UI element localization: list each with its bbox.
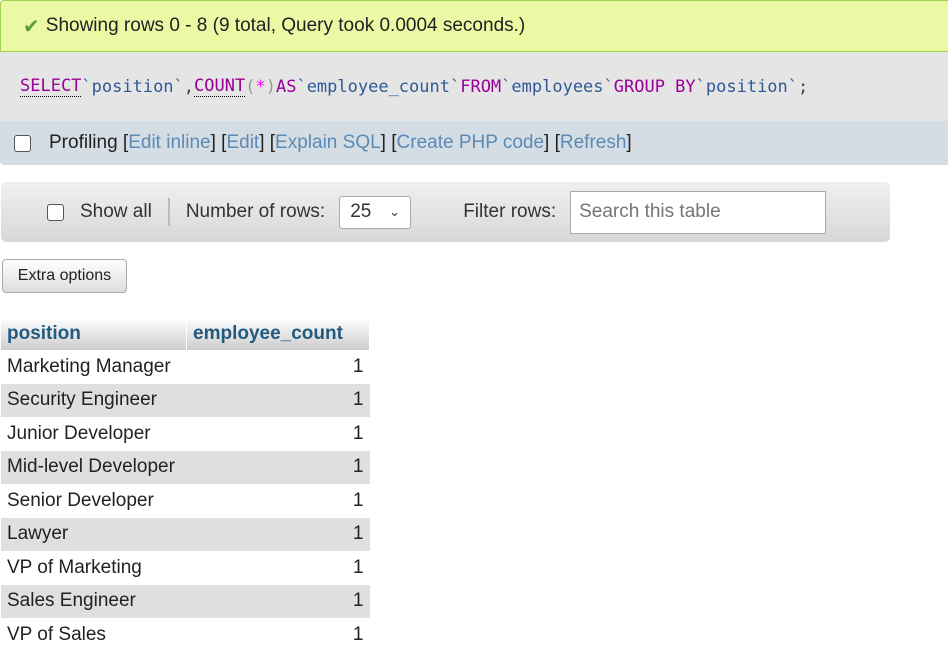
cell-employee-count: 1 (352, 422, 364, 444)
sql-identifier: `employees` (501, 76, 614, 97)
filter-rows-input[interactable]: Search this table (570, 190, 827, 234)
navigation-bar: Show all Number of rows: 25 ⌄ Filter rows… (1, 182, 890, 242)
sql-punct: ) (265, 76, 276, 97)
sql-identifier: `position` (695, 76, 799, 97)
edit-link[interactable]: Edit (226, 132, 260, 153)
create-php-code-link[interactable]: Create PHP code (396, 132, 545, 153)
sql-query: SELECT `position`, COUNT(*) AS `employee… (0, 52, 948, 121)
sql-star: * (255, 76, 266, 97)
cell-position: Sales Engineer (1, 584, 187, 618)
cell-position: VP of Sales (7, 623, 106, 645)
cell-employee-count: 1 (352, 623, 364, 645)
explain-sql-link[interactable]: Explain SQL (275, 132, 381, 153)
cell-employee-count: 1 (186, 383, 370, 417)
table-row[interactable]: Lawyer 1 (1, 517, 370, 551)
profiling-bar: Profiling [ Edit inline ] [ Edit ] [ Exp… (0, 121, 948, 165)
cell-position: Lawyer (1, 517, 187, 551)
cell-employee-count: 1 (186, 450, 370, 484)
rows-value: 25 (350, 201, 372, 222)
refresh-link[interactable]: Refresh (559, 132, 627, 153)
chevron-down-icon: ⌄ (389, 204, 401, 219)
cell-position: Mid-level Developer (1, 450, 187, 484)
cell-position: Senior Developer (7, 489, 154, 511)
filter-rows-label: Filter rows: (463, 201, 557, 222)
table-row[interactable]: VP of Marketing 1 (1, 551, 370, 585)
column-header-position[interactable]: position (1, 318, 187, 350)
search-placeholder: Search this table (579, 201, 721, 222)
profiling-checkbox[interactable] (14, 134, 31, 152)
cell-employee-count: 1 (352, 355, 364, 377)
number-of-rows-select[interactable]: 25 ⌄ (339, 195, 412, 229)
sql-identifier: `employee_count` (296, 76, 461, 97)
table-row[interactable]: Marketing Manager 1 (1, 350, 370, 384)
results-table: position employee_count Marketing Manage… (1, 318, 370, 652)
sql-function[interactable]: COUNT (194, 76, 246, 97)
number-of-rows-label: Number of rows: (185, 201, 326, 222)
sql-punct: ; (798, 76, 809, 97)
success-message: ✔ Showing rows 0 - 8 (9 total, Query too… (0, 0, 948, 52)
cell-position: VP of Marketing (7, 556, 142, 578)
table-row[interactable]: Security Engineer 1 (1, 383, 370, 417)
sql-keyword: FROM (460, 76, 502, 97)
cell-employee-count: 1 (186, 584, 370, 618)
cell-employee-count: 1 (186, 517, 370, 551)
table-row[interactable]: Mid-level Developer 1 (1, 450, 370, 484)
show-all-label: Show all (80, 201, 152, 222)
cell-position: Marketing Manager (7, 355, 171, 377)
check-icon: ✔ (23, 15, 40, 38)
table-row[interactable]: Junior Developer 1 (1, 417, 370, 451)
sql-identifier: `position` (81, 76, 184, 97)
sql-punct: , (183, 76, 195, 97)
sql-keyword: AS (275, 76, 297, 97)
column-header-employee-count[interactable]: employee_count (186, 318, 370, 350)
sql-keyword[interactable]: SELECT (20, 76, 82, 97)
profiling-label: Profiling (49, 132, 118, 153)
cell-employee-count: 1 (352, 556, 364, 578)
table-row[interactable]: Senior Developer 1 (1, 484, 370, 518)
table-row[interactable]: VP of Sales 1 (1, 618, 370, 652)
sql-punct: ( (245, 76, 256, 97)
extra-options-button[interactable]: Extra options (2, 259, 127, 293)
table-row[interactable]: Sales Engineer 1 (1, 584, 370, 618)
cell-position: Security Engineer (1, 383, 187, 417)
sql-keyword: GROUP BY (613, 76, 696, 97)
cell-employee-count: 1 (352, 489, 364, 511)
cell-position: Junior Developer (7, 422, 151, 444)
show-all-checkbox[interactable] (47, 203, 64, 221)
edit-inline-link[interactable]: Edit inline (128, 132, 211, 153)
divider (167, 198, 170, 226)
status-text: Showing rows 0 - 8 (9 total, Query took … (45, 15, 526, 36)
